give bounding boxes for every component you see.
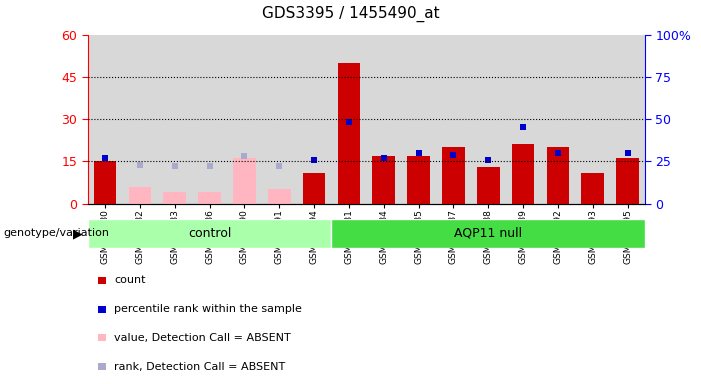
Bar: [477, 167, 500, 204]
Text: AQP11 null: AQP11 null: [454, 227, 522, 240]
Bar: [471, 35, 505, 204]
Text: value, Detection Call = ABSENT: value, Detection Call = ABSENT: [114, 333, 291, 343]
Bar: [261, 35, 297, 204]
Bar: [157, 35, 192, 204]
Bar: [268, 189, 290, 204]
Text: GDS3395 / 1455490_at: GDS3395 / 1455490_at: [261, 6, 440, 22]
Bar: [610, 35, 645, 204]
Text: ▶: ▶: [73, 227, 83, 240]
Bar: [407, 156, 430, 204]
Bar: [332, 219, 645, 248]
Bar: [512, 144, 534, 204]
Text: percentile rank within the sample: percentile rank within the sample: [114, 304, 302, 314]
Bar: [128, 187, 151, 204]
Text: rank, Detection Call = ABSENT: rank, Detection Call = ABSENT: [114, 362, 285, 372]
Bar: [227, 35, 261, 204]
Bar: [338, 63, 360, 204]
Bar: [192, 35, 227, 204]
Bar: [94, 161, 116, 204]
Text: count: count: [114, 275, 146, 285]
Bar: [303, 172, 325, 204]
Bar: [505, 35, 540, 204]
Bar: [198, 192, 221, 204]
Bar: [576, 35, 610, 204]
Bar: [436, 35, 471, 204]
Bar: [88, 35, 123, 204]
Text: genotype/variation: genotype/variation: [4, 228, 109, 238]
Bar: [372, 156, 395, 204]
Bar: [616, 159, 639, 204]
Bar: [581, 172, 604, 204]
Bar: [297, 35, 332, 204]
Bar: [88, 219, 332, 248]
Bar: [547, 147, 569, 204]
Bar: [233, 159, 256, 204]
Bar: [442, 147, 465, 204]
Bar: [332, 35, 367, 204]
Bar: [123, 35, 157, 204]
Bar: [367, 35, 401, 204]
Bar: [401, 35, 436, 204]
Bar: [163, 192, 186, 204]
Text: control: control: [188, 227, 231, 240]
Bar: [540, 35, 576, 204]
